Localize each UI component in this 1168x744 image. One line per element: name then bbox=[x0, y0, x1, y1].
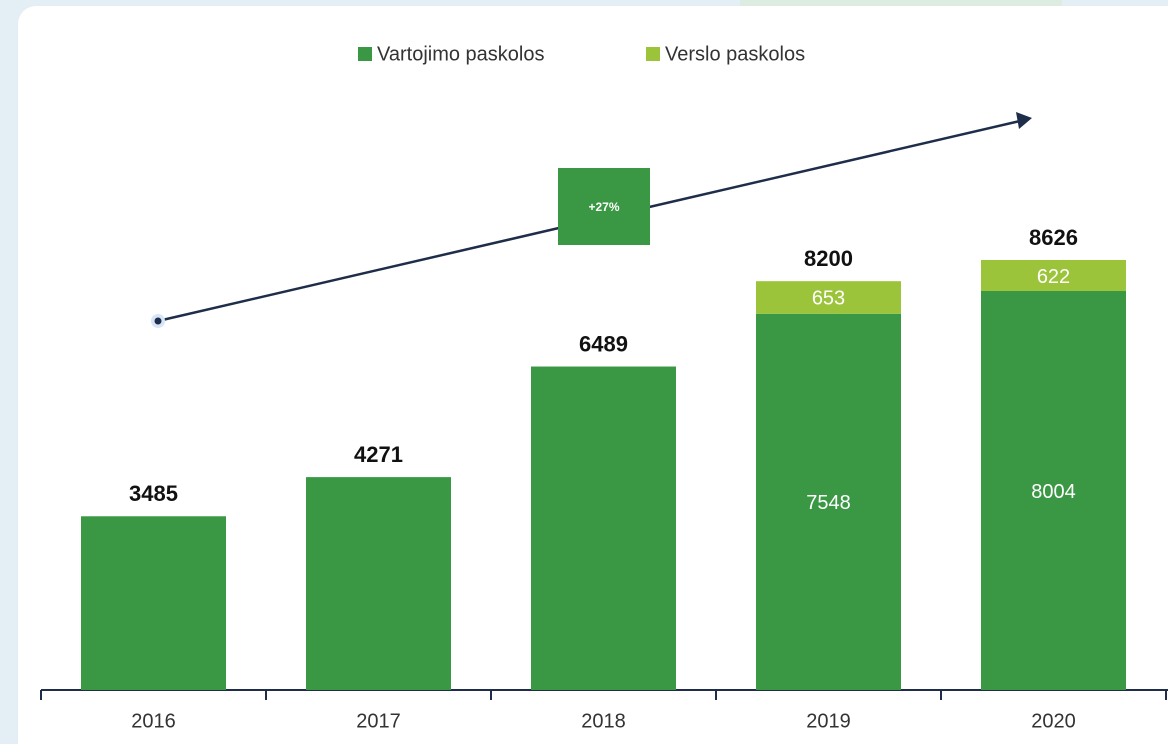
legend-swatch bbox=[646, 47, 660, 61]
x-tick-label: 2019 bbox=[806, 710, 851, 732]
x-tick-label: 2018 bbox=[581, 710, 626, 732]
annotation-box bbox=[558, 168, 650, 245]
segment-label: 622 bbox=[1037, 266, 1070, 288]
bar-segment bbox=[81, 516, 226, 690]
bar-segment bbox=[756, 281, 901, 314]
annotation: +27% bbox=[588, 200, 619, 214]
bar-segment bbox=[306, 477, 451, 690]
total-label: 8200 bbox=[804, 246, 853, 271]
x-tick-label: 2020 bbox=[1031, 710, 1076, 732]
legend-label: Verslo paskolos bbox=[665, 43, 805, 65]
bar-segment bbox=[981, 260, 1126, 292]
segment-label: 7548 bbox=[806, 492, 851, 514]
segment-label: 653 bbox=[812, 288, 845, 310]
bar-segment bbox=[531, 366, 676, 690]
arrow-start bbox=[154, 317, 162, 325]
bar-segment bbox=[756, 313, 901, 690]
total-label: 6489 bbox=[579, 331, 628, 356]
x-tick-label: 2017 bbox=[356, 710, 401, 732]
legend-swatch bbox=[358, 47, 372, 61]
arrow-head bbox=[1016, 112, 1032, 129]
total-label: 3485 bbox=[129, 481, 178, 506]
legend-label: Vartojimo paskolos bbox=[377, 43, 544, 65]
total-label: 8626 bbox=[1029, 225, 1078, 250]
x-tick-label: 2016 bbox=[131, 710, 176, 732]
bar-segment bbox=[981, 291, 1126, 690]
total-label: 4271 bbox=[354, 442, 403, 467]
segment-label: 8004 bbox=[1031, 481, 1076, 503]
